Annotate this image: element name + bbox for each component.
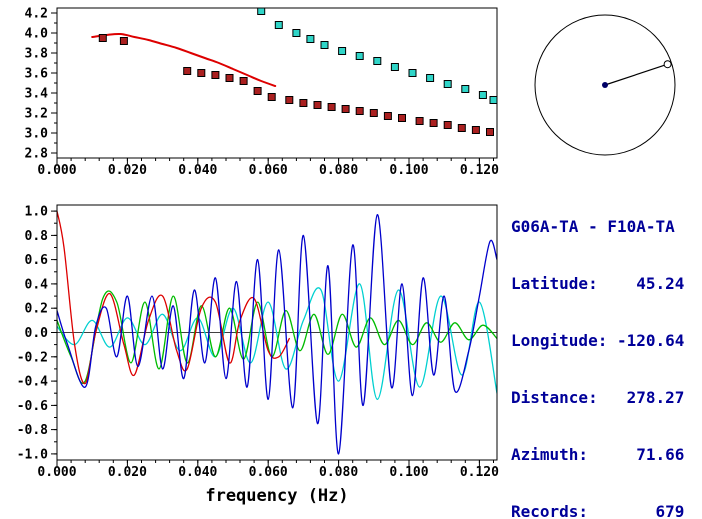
station-pair-title: G06A-TA - F10A-TA [511,217,675,236]
svg-text:0.040: 0.040 [178,163,217,178]
svg-text:3.8: 3.8 [25,47,49,62]
svg-text:2.8: 2.8 [25,147,49,162]
records-line: Records: 679 [511,502,685,519]
svg-text:4.2: 4.2 [25,7,48,22]
svg-top-axes: 0.000 0.020 0.040 0.060 0.080 0.100 0.120 2.8 3.… [25,7,500,179]
svg-text:0.000: 0.000 [37,465,76,480]
x-axis-label: frequency (Hz) [205,486,348,506]
svg-text:0.040: 0.040 [178,465,217,480]
svg-text:-0.8: -0.8 [17,423,48,438]
svg-text:4.0: 4.0 [25,27,49,42]
series-dispersion-fit-line [91,32,277,87]
svg-text:-1.0: -1.0 [17,447,48,462]
svg-text:-0.4: -0.4 [17,375,48,390]
distance-line: Distance: 278.27 [511,388,685,407]
svg-text:0.020: 0.020 [108,163,147,178]
plot-frame [56,7,498,159]
svg-text:0.080: 0.080 [319,465,358,480]
svg-text:0.080: 0.080 [319,163,358,178]
svg-text:0.120: 0.120 [460,465,499,480]
azimuth-diagram [534,14,676,156]
svg-text:-0.2: -0.2 [17,350,48,365]
svg-text:0.020: 0.020 [108,465,147,480]
series-phase-velocity-points-cyan [257,8,497,104]
svg-text:0.060: 0.060 [249,465,288,480]
center-station-dot [602,82,608,88]
plot-frame [56,204,498,461]
azimuth-line-text: Azimuth: 71.66 [511,445,685,464]
svg-text:3.4: 3.4 [25,87,49,102]
svg-text:3.6: 3.6 [25,67,49,82]
svg-text:3.0: 3.0 [25,127,49,142]
svg-text:0.0: 0.0 [25,326,49,341]
svg-text:3.2: 3.2 [25,107,48,122]
svg-text:0.8: 0.8 [25,229,49,244]
svg-text:0.100: 0.100 [389,163,428,178]
waveform-panel: 0.000 0.020 0.040 0.060 0.080 0.100 0.120 -1.0 -… [17,204,499,506]
svg-text:0.060: 0.060 [249,163,288,178]
svg-text:-0.6: -0.6 [17,399,48,414]
svg-text:0.000: 0.000 [37,163,76,178]
series-waveform-blue [57,214,497,455]
remote-station-marker [663,60,672,69]
svg-text:1.0: 1.0 [25,205,49,220]
svg-text:0.100: 0.100 [389,465,428,480]
azimuth-pointer-line [604,63,668,86]
svg-text:0.6: 0.6 [25,253,49,268]
svg-bottom-axes: 0.000 0.020 0.040 0.060 0.080 0.100 0.120 -1.0 -… [17,205,499,480]
series-waveform-red [57,210,290,385]
series-waveform-cyan [57,283,497,400]
svg-text:0.4: 0.4 [25,277,49,292]
longitude-line: Longitude: -120.64 [511,331,685,350]
svg-text:0.2: 0.2 [25,302,48,317]
station-info-block: G06A-TA - F10A-TA Latitude: 45.24 Longit… [511,179,684,519]
dispersion-curve-panel: 0.000 0.020 0.040 0.060 0.080 0.100 0.120 2.8 3.… [25,7,500,179]
latitude-line: Latitude: 45.24 [511,274,685,293]
svg-text:0.120: 0.120 [460,163,499,178]
azimuth-circle [534,14,676,156]
series-phase-velocity-points-red [98,34,494,136]
